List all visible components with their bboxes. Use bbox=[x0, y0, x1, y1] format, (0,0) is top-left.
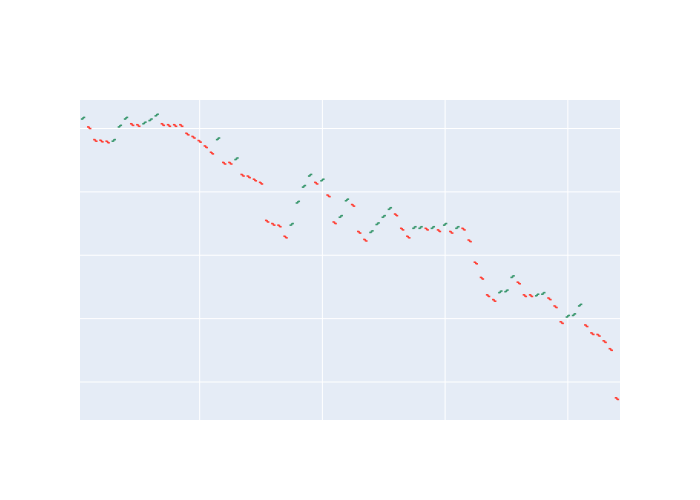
ohlc-bar bbox=[117, 124, 123, 128]
ohlc-bar bbox=[129, 122, 135, 127]
ohlc-bar bbox=[87, 126, 92, 130]
ohlc-bar bbox=[80, 116, 86, 120]
ohlc-bar bbox=[240, 173, 245, 177]
ohlc-bar bbox=[111, 138, 116, 142]
ohlc-bar bbox=[406, 235, 411, 239]
ohlc-bar bbox=[602, 339, 607, 344]
ohlc-bar bbox=[534, 293, 540, 297]
ohlc-bar bbox=[559, 320, 564, 325]
ohlc-bar bbox=[222, 161, 227, 165]
ohlc-bar bbox=[228, 161, 233, 165]
ohlc-bar bbox=[528, 294, 534, 298]
ohlc-bar bbox=[596, 333, 601, 337]
ohlc-bar bbox=[485, 294, 491, 298]
candles bbox=[80, 113, 620, 401]
ohlc-bar bbox=[271, 222, 276, 226]
ohlc-bar bbox=[393, 213, 399, 217]
ohlc-bar bbox=[455, 225, 460, 230]
ohlc-bar bbox=[381, 214, 386, 219]
ohlc-bar bbox=[295, 200, 301, 204]
ohlc-bar bbox=[590, 332, 595, 336]
ohlc-bar bbox=[375, 222, 380, 226]
ohlc-bar bbox=[577, 303, 583, 307]
ohlc-bar bbox=[258, 181, 264, 185]
ohlc-bar bbox=[203, 145, 208, 149]
ohlc-bar bbox=[283, 235, 288, 239]
ohlc-bar bbox=[442, 222, 448, 226]
ohlc-bar bbox=[234, 157, 239, 161]
ohlc-bar bbox=[547, 297, 552, 301]
ohlc-bar bbox=[123, 116, 129, 120]
ohlc-bar bbox=[387, 206, 393, 211]
ohlc-bar bbox=[344, 198, 350, 202]
ohlc-bar bbox=[326, 194, 331, 198]
ohlc-bar bbox=[209, 151, 215, 155]
ohlc-bar bbox=[191, 135, 196, 139]
ohlc-bar bbox=[522, 294, 528, 298]
ohlc-bar bbox=[357, 230, 362, 234]
ohlc-bar bbox=[479, 276, 485, 280]
ohlc-bar bbox=[154, 113, 159, 117]
ohlc-bar bbox=[252, 178, 258, 182]
ohlc-bar bbox=[473, 261, 478, 265]
ohlc-bar bbox=[412, 225, 417, 230]
ohlc-bar bbox=[565, 314, 571, 318]
ohlc-bar bbox=[185, 132, 190, 136]
ohlc-bar bbox=[424, 227, 429, 231]
ohlc-bar bbox=[467, 239, 472, 243]
ohlc-bar bbox=[148, 118, 153, 122]
ohlc-bar bbox=[430, 225, 436, 230]
ohlc-bar bbox=[584, 324, 589, 328]
ohlc-bar bbox=[142, 121, 147, 125]
ohlc-bar bbox=[492, 298, 497, 302]
ohlc-bar bbox=[399, 227, 405, 231]
ohlc-bar bbox=[553, 305, 558, 309]
ohlc-bar bbox=[461, 227, 466, 231]
plot-area bbox=[80, 100, 620, 420]
ohlc-bar bbox=[301, 184, 307, 188]
ohlc-bar bbox=[93, 138, 98, 142]
ohlc-bar bbox=[197, 139, 202, 143]
ohlc-bar bbox=[332, 221, 337, 225]
ohlc-bar bbox=[246, 175, 251, 179]
ohlc-bar bbox=[510, 275, 515, 279]
ohlc-bar bbox=[179, 123, 184, 128]
ohlc-bar bbox=[166, 123, 172, 128]
ohlc-bar bbox=[215, 137, 221, 141]
ohlc-bar bbox=[516, 281, 521, 285]
ohlc-bar bbox=[314, 181, 319, 185]
ohlc-bar bbox=[277, 224, 282, 228]
ohlc-bar bbox=[320, 178, 325, 182]
ohlc-bar bbox=[541, 291, 546, 296]
ohlc-bar bbox=[172, 123, 178, 128]
ohlc-bar bbox=[264, 219, 270, 223]
ohlc-bar bbox=[289, 222, 294, 226]
ohlc-bar bbox=[614, 397, 620, 401]
ohlc-bar bbox=[136, 123, 141, 128]
ohlc-bar bbox=[105, 140, 110, 144]
ohlc-bar bbox=[504, 289, 509, 293]
ohlc-bar bbox=[307, 173, 313, 177]
ohlc-bar bbox=[498, 290, 503, 294]
grid-lines bbox=[80, 100, 620, 420]
ohlc-bar bbox=[99, 139, 104, 143]
ohlc-bar bbox=[160, 122, 166, 127]
ohlc-bar bbox=[608, 347, 613, 352]
ohlc-bar bbox=[363, 238, 368, 242]
ohlc-bar bbox=[418, 225, 423, 230]
ohlc-bar bbox=[338, 214, 343, 219]
ohlc-bar bbox=[571, 313, 577, 317]
ohlc-bar bbox=[436, 229, 442, 233]
ohlc-bar bbox=[449, 230, 454, 234]
ohlc-bar bbox=[350, 203, 356, 207]
ohlc-bar bbox=[369, 230, 374, 234]
